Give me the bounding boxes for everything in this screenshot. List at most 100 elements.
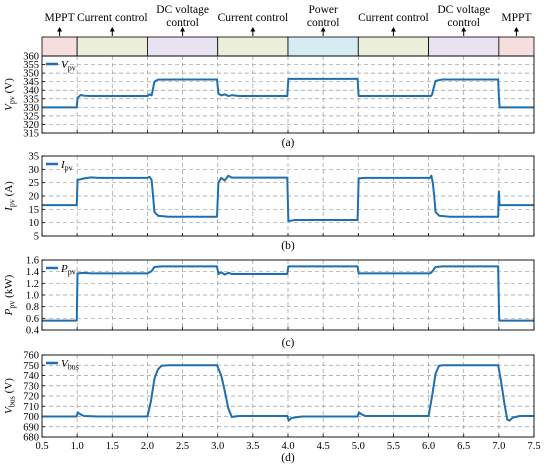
mode-band: [428, 36, 500, 57]
x-tick-label: 3.5: [246, 441, 259, 452]
series-line: [42, 77, 534, 109]
mode-label: Power: [308, 4, 338, 16]
x-tick-label: 6.0: [422, 441, 435, 452]
plot-frame: [41, 155, 535, 237]
mode-band: [41, 36, 78, 57]
panel-caption: (d): [281, 452, 295, 464]
mode-arrowhead: [57, 27, 63, 32]
y-tick-label: 360: [23, 52, 39, 63]
plot-frame: [41, 354, 535, 438]
x-tick-label: 4.5: [317, 441, 330, 452]
mode-arrowhead: [461, 27, 467, 32]
y-tick-label: 0.6: [26, 314, 39, 325]
plot-frame: [41, 55, 535, 134]
y-tick-label: 1.4: [26, 267, 40, 278]
mode-label-line2: control: [307, 17, 340, 29]
mode-band: [357, 36, 429, 57]
y-tick-label: 25: [29, 178, 40, 189]
legend-label: Ppv: [60, 263, 76, 277]
x-tick-label: 7.0: [492, 441, 505, 452]
mode-band: [147, 36, 219, 57]
mode-label: MPPT: [501, 12, 531, 24]
y-axis-label: Vpv (V): [3, 78, 17, 111]
mode-band: [498, 36, 535, 57]
series-line: [42, 265, 534, 322]
x-tick-label: 4.0: [281, 441, 294, 452]
y-tick-label: 700: [23, 412, 39, 423]
y-axis-label: Ipv (A): [3, 181, 17, 212]
x-tick-label: 7.5: [527, 441, 540, 452]
y-tick-label: 330: [23, 103, 39, 114]
y-tick-label: 0.4: [26, 326, 40, 337]
legend-label: Ipv: [60, 159, 73, 173]
mode-arrowhead: [513, 27, 519, 32]
mode-arrowhead: [250, 27, 256, 32]
y-tick-label: 20: [29, 192, 40, 203]
y-tick-label: 315: [23, 129, 39, 140]
y-tick-label: 1.6: [26, 256, 39, 267]
y-tick-label: 340: [23, 86, 39, 97]
mode-label: DC voltage: [437, 4, 490, 16]
y-tick-label: 10: [29, 218, 40, 229]
mode-label: Current control: [218, 12, 289, 24]
legend-label: Vbus: [61, 358, 79, 372]
y-tick-label: 1.0: [26, 291, 39, 302]
y-tick-label: 750: [23, 361, 39, 372]
mode-band: [287, 36, 359, 57]
mode-label: MPPT: [45, 12, 75, 24]
y-tick-label: 680: [23, 433, 39, 444]
mode-band: [76, 36, 148, 57]
y-tick-label: 15: [29, 205, 40, 216]
y-tick-label: 325: [23, 111, 39, 122]
x-tick-label: 1.5: [106, 441, 119, 452]
y-tick-label: 760: [23, 351, 39, 362]
mode-label: DC voltage: [156, 4, 209, 16]
mode-arrowhead: [109, 27, 115, 32]
y-tick-label: 690: [23, 422, 39, 433]
y-tick-label: 740: [23, 371, 39, 382]
y-tick-label: 1.2: [26, 279, 39, 290]
y-tick-label: 5: [34, 232, 39, 243]
x-tick-label: 1.0: [71, 441, 84, 452]
y-tick-label: 350: [23, 69, 39, 80]
y-tick-label: 0.8: [26, 302, 39, 313]
y-tick-label: 345: [23, 77, 39, 88]
legend-label: Vpv: [61, 59, 76, 73]
panel-caption: (c): [282, 337, 295, 349]
x-tick-label: 5.5: [387, 441, 400, 452]
y-tick-label: 355: [23, 60, 39, 71]
x-tick-label: 3.0: [211, 441, 224, 452]
panel-b: 5 10 15 20 25 30 35 Ipv Ipv (A) (b): [3, 152, 535, 252]
y-tick-label: 720: [23, 392, 39, 403]
panel-caption: (a): [282, 137, 295, 149]
series-line: [42, 364, 534, 422]
plot-frame: [41, 259, 535, 331]
y-tick-label: 710: [23, 402, 39, 413]
y-tick-label: 35: [29, 152, 40, 163]
y-tick-label: 30: [29, 165, 40, 176]
mode-arrowhead: [390, 27, 396, 32]
x-tick-label: 2.0: [141, 441, 154, 452]
x-tick-label: 5.0: [352, 441, 365, 452]
x-tick-label: 2.5: [176, 441, 189, 452]
mode-label-line2: control: [447, 17, 480, 29]
y-tick-label: 335: [23, 94, 39, 105]
mode-label-line2: control: [166, 17, 199, 29]
x-tick-label: 0.5: [35, 441, 48, 452]
mode-band: [217, 36, 289, 57]
mode-arrowhead: [320, 27, 326, 32]
y-axis-label: Ppv (kW): [3, 274, 17, 316]
y-tick-label: 320: [23, 120, 39, 131]
series-line: [42, 174, 534, 223]
mode-label: Current control: [358, 12, 429, 24]
x-tick-label: 6.5: [457, 441, 470, 452]
mode-arrowhead: [180, 27, 186, 32]
y-tick-label: 730: [23, 381, 39, 392]
y-axis-label: Vbus (V): [3, 378, 17, 414]
panel-c: 0.40.60.81.01.21.41.6 Ppv Ppv (kW) (c): [3, 256, 535, 349]
panel-caption: (b): [281, 240, 295, 252]
mode-label: Current control: [77, 12, 148, 24]
